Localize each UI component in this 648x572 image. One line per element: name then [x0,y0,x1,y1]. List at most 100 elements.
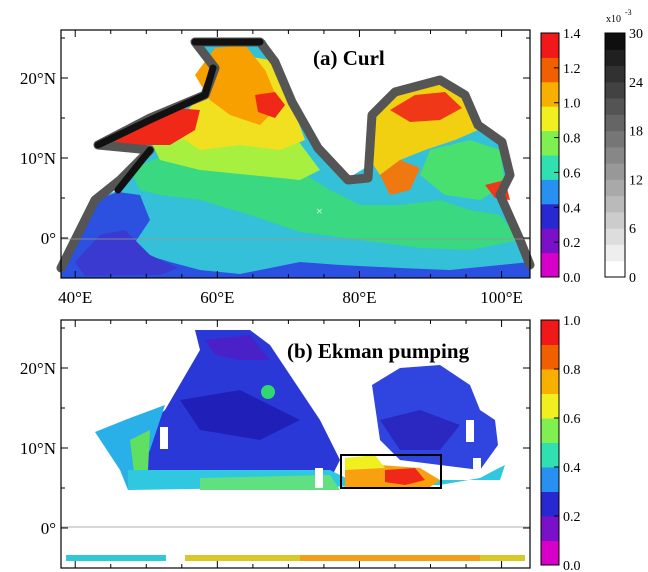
panel-a-region-green2 [420,140,505,200]
coast-colorbar-segment [605,260,625,278]
panel-b-region-arabian-purple [205,335,270,360]
colorbar-segment [541,344,559,370]
colorbar-segment [541,540,559,566]
colorbar-segment [541,442,559,468]
x-tick-label: 60°E [200,288,234,307]
colorbar-segment [541,57,559,83]
panel-b-gap-4 [160,427,168,449]
colorbar-tick-label: 0.6 [563,412,581,427]
y-tick-label: 10°N [20,149,56,168]
colorbar-segment [541,418,559,443]
colorbar-tick-label: 0.4 [563,461,581,476]
colorbar-tick-label: 0.6 [563,166,581,181]
colorbar-segment [541,467,559,492]
panel-b-region-west-arm [95,405,165,490]
panel-b-colorbar: 0.0 0.2 0.4 0.6 0.8 1.0 [540,314,581,572]
panel-b-region-hotspot-yellow [345,455,385,470]
coast-colorbar-segment [605,65,625,83]
coast-colorbar-segment [605,114,625,132]
colorbar-segment [541,228,559,254]
y-tick-label: 20°N [20,69,56,88]
colorbar-segment [541,369,559,394]
panel-b-axes: 0° 10°N 20°N [20,320,530,569]
y-tick-label: 20°N [20,359,56,378]
colorbar-segment [541,81,559,107]
x-tick-label: 100°E [480,288,523,307]
y-tick-label: 10°N [20,439,56,458]
panel-a-region-bay-orange [380,160,420,195]
panel-b-region-west-green [130,430,150,480]
colorbar-frame [540,319,560,566]
colorbar-tick-label: 0.0 [563,271,581,286]
coast-colorbar-segment [605,33,625,50]
panel-a-coastline-dark [94,38,264,194]
panel-b-bottom-strip-left [66,555,166,561]
coast-colorbar-tick-label: 24 [629,76,643,91]
colorbar-tick-label: 1.0 [563,97,581,112]
coast-colorbar-segment [605,179,625,197]
panel-a-map [61,40,530,278]
coast-colorbar-exponent: -3 [625,8,632,17]
colorbar-tick-label: 0.4 [563,201,581,216]
coast-colorbar-frame [604,32,626,278]
coast-colorbar-segment [605,195,625,213]
colorbar-segment [541,252,559,278]
coast-colorbar-segment [605,244,625,262]
panel-b-bottom-strip-orange [300,555,480,561]
coast-colorbar-segment [605,146,625,164]
panel-a-region-red-center [255,92,285,118]
panel-a-title: (a) Curl [313,46,385,70]
panel-b-region-arabian-dark [180,390,300,440]
panel-b-gap-1 [315,468,323,488]
colorbar-tick-label: 0.8 [563,363,581,378]
coast-colorbar-segment [605,98,625,115]
coast-colorbar-tick-label: 18 [629,125,643,140]
colorbar-segment [541,106,559,132]
colorbar-tick-label: 0.2 [563,236,581,251]
panel-a: × 40°E 60°E 80°E 100°E 0° 10°N 20°N (a) Curl 0… [20,8,643,307]
coast-colorbar-segment [605,49,625,67]
colorbar-tick-label: 0.8 [563,132,581,147]
coast-colorbar-tick-label: 0 [629,271,636,286]
y-tick-label: 0° [41,229,56,248]
panel-a-region-green [130,150,520,250]
panel-b-gap-3 [466,420,474,442]
colorbar-segment [541,155,559,180]
colorbar-tick-label: 0.2 [563,510,581,525]
coast-colorbar-tick-label: 12 [629,173,643,188]
colorbar-tick-label: 1.4 [563,27,581,42]
panel-a-region-purple [75,230,178,276]
y-tick-label: 0° [41,519,56,538]
colorbar-segment [541,130,559,156]
panel-a-coast-colorbar: x10 -3 0 6 12 18 24 30 [604,8,643,286]
colorbar-tick-label: 1.2 [563,62,581,77]
coast-colorbar-segment [605,81,625,99]
colorbar-segment [541,33,559,58]
panel-b-title: (b) Ekman pumping [287,339,470,363]
panel-b-map [66,330,525,561]
panel-a-colorbar: 0.0 0.2 0.4 0.6 0.8 1.0 1.2 1.4 [540,27,581,286]
coast-colorbar-segment [605,228,625,245]
colorbar-segment [541,516,559,541]
panel-b: 0°10°N20°N (b) Ekman pumping 0.00.20.40.… [20,314,581,572]
colorbar-segment [541,320,559,345]
x-tick-label: 40°E [58,288,92,307]
panel-b-region-hotspot-red [385,468,425,485]
panel-b-green-spot [261,385,275,399]
coast-colorbar-tick-label: 30 [629,27,643,42]
panel-a-frame [60,29,531,279]
panel-b-gap-2 [473,458,481,472]
colorbar-frame [540,32,560,278]
panel-b-region-south-green [200,475,340,490]
panel-a-region-bay-red [390,92,462,122]
coast-colorbar-segment [605,163,625,180]
colorbar-segment [541,203,559,229]
panel-b-region-bay-dark [380,410,460,450]
panel-b-box [340,454,442,489]
coast-colorbar-segment [605,130,625,148]
coast-colorbar-segment [605,211,625,229]
colorbar-tick-label: 1.0 [563,314,581,329]
colorbar-segment [541,491,559,517]
colorbar-segment [541,393,559,419]
